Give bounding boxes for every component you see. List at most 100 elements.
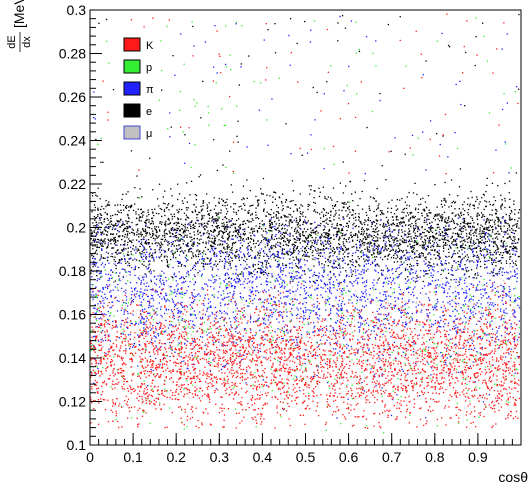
data-point: [321, 296, 324, 299]
data-point: [296, 278, 298, 280]
data-point: [253, 234, 255, 236]
data-point: [436, 213, 438, 215]
data-point: [502, 216, 504, 218]
data-point: [380, 252, 382, 255]
data-point: [361, 233, 363, 235]
data-point: [326, 283, 329, 286]
data-point: [310, 223, 312, 225]
data-point: [241, 223, 244, 226]
data-point: [107, 219, 109, 221]
data-point: [123, 228, 126, 230]
data-point: [447, 219, 449, 222]
data-point: [110, 290, 112, 292]
data-point: [169, 222, 172, 224]
data-point: [320, 217, 322, 219]
data-point: [124, 243, 126, 245]
data-point: [217, 225, 219, 227]
data-point: [151, 243, 153, 245]
data-point: [361, 228, 363, 230]
data-point: [278, 245, 281, 247]
data-point: [358, 230, 360, 232]
data-point: [357, 256, 359, 258]
data-point: [446, 296, 448, 298]
data-point: [303, 259, 306, 261]
data-point: [463, 315, 466, 317]
data-point: [302, 270, 304, 272]
data-point: [374, 229, 377, 231]
data-point: [263, 323, 265, 325]
data-point: [494, 340, 496, 343]
data-point: [413, 241, 415, 244]
data-point: [239, 226, 241, 229]
data-point: [449, 221, 451, 223]
data-point: [213, 353, 215, 356]
data-point: [124, 269, 126, 271]
data-point: [266, 255, 268, 257]
data-point: [297, 245, 299, 248]
data-point: [157, 226, 160, 228]
data-point: [271, 235, 273, 237]
data-point: [271, 275, 273, 277]
data-point: [400, 312, 402, 314]
data-point: [289, 251, 292, 253]
data-point: [154, 251, 157, 253]
data-point: [402, 237, 404, 239]
data-point: [479, 250, 482, 252]
data-point: [478, 242, 480, 245]
data-point: [421, 225, 423, 228]
data-point: [505, 260, 508, 262]
data-point: [123, 229, 125, 231]
data-point: [464, 300, 466, 302]
data-point: [505, 262, 508, 264]
data-point: [448, 228, 450, 230]
data-point: [229, 251, 231, 253]
data-point: [300, 204, 302, 206]
data-point: [451, 235, 453, 237]
data-point: [154, 249, 156, 251]
data-point: [409, 266, 411, 268]
data-point: [211, 237, 214, 240]
data-point: [268, 249, 270, 251]
data-point: [313, 210, 315, 212]
data-point: [114, 204, 116, 206]
data-point: [225, 225, 227, 228]
data-point: [337, 309, 339, 311]
data-point: [362, 243, 364, 245]
data-point: [358, 258, 360, 260]
data-point: [425, 235, 427, 237]
data-point: [186, 234, 188, 236]
data-point: [150, 222, 152, 225]
data-point: [96, 261, 98, 264]
data-point: [428, 212, 430, 214]
data-point: [339, 244, 341, 246]
data-point: [458, 186, 461, 188]
data-point: [181, 301, 183, 303]
data-point: [127, 247, 129, 249]
data-point: [447, 236, 449, 238]
data-point: [284, 201, 287, 203]
data-point: [143, 252, 145, 254]
data-point: [192, 242, 194, 244]
data-point: [461, 240, 463, 242]
data-point: [244, 328, 246, 330]
data-point: [268, 257, 270, 260]
data-point: [364, 237, 366, 239]
data-point: [98, 310, 100, 312]
data-point: [262, 177, 265, 180]
data-point: [472, 226, 474, 228]
data-point: [333, 284, 335, 286]
data-point: [407, 258, 409, 260]
data-point: [181, 208, 183, 211]
data-point: [480, 250, 482, 252]
data-point: [346, 321, 348, 323]
data-point: [505, 356, 507, 358]
data-point: [511, 249, 513, 251]
data-point: [474, 381, 476, 383]
data-point: [180, 356, 182, 358]
data-point: [495, 243, 497, 246]
data-point: [288, 223, 291, 225]
data-point: [316, 301, 319, 303]
data-point: [176, 245, 178, 247]
data-point: [345, 248, 348, 250]
data-point: [145, 243, 148, 245]
